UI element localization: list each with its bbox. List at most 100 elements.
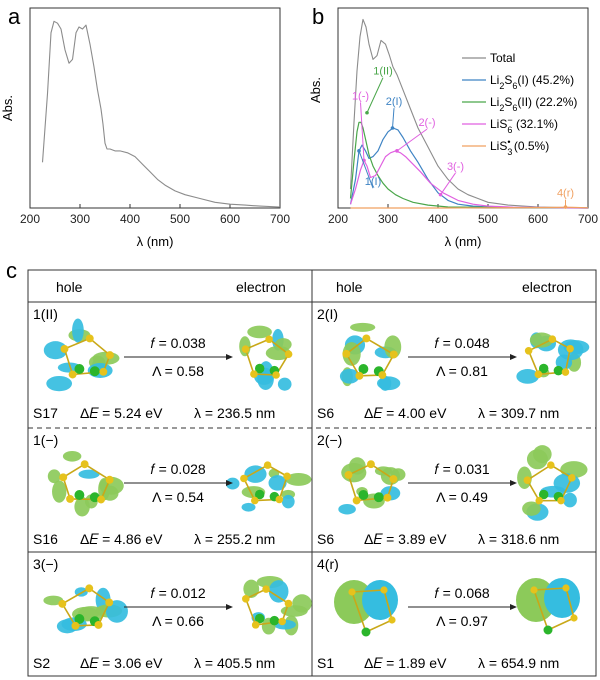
oscillator-strength: 𝑓 = 0.028 xyxy=(150,461,206,477)
legend-label-total: Total xyxy=(490,51,515,65)
chart-b-annotations: 1(II) 1(-) 2(I) 2(-) 1(I) 3(-) 4(r) xyxy=(352,66,574,209)
excitation-energy: Δ𝐸 = 4.86 eV xyxy=(80,531,163,547)
overlap-lambda: Λ = 0.66 xyxy=(152,613,204,629)
excitation-energy: Δ𝐸 = 5.24 eV xyxy=(80,405,163,421)
chart-b-x-ticks: 200 300 400 500 600 700 xyxy=(328,204,598,226)
table-cell: 3(−) 𝑓 = 0.012 Λ = 0.66 S2 Δ𝐸 = 3.06 eV λ = 4… xyxy=(33,556,312,671)
excitation-wavelength: λ = 309.7 nm xyxy=(478,405,559,421)
overlap-lambda: Λ = 0.97 xyxy=(436,613,488,629)
x-tick-label: 500 xyxy=(478,212,498,226)
electron-orbital xyxy=(516,578,580,635)
excited-state: S1 xyxy=(317,655,334,671)
hole-orbital xyxy=(43,584,128,634)
excited-state: S2 xyxy=(33,655,50,671)
hole-orbital xyxy=(47,450,124,517)
oscillator-strength: 𝑓 = 0.031 xyxy=(434,461,490,477)
svg-text:2(-): 2(-) xyxy=(418,117,435,129)
arrow-head-icon xyxy=(510,354,517,360)
excitation-energy: Δ𝐸 = 3.89 eV xyxy=(364,531,447,547)
chart-b-xlabel: λ (nm) xyxy=(445,234,482,249)
transition-id: 2(I) xyxy=(317,306,338,322)
arrow-head-icon xyxy=(226,480,233,486)
excited-state: S16 xyxy=(33,531,58,547)
electron-orbital xyxy=(225,461,312,512)
electron-orbital xyxy=(517,445,588,521)
electron-orbital xyxy=(516,332,590,384)
legend-label-li2s6-i: Li2S6(I) (45.2%) xyxy=(490,73,574,91)
chart-a-xlabel: λ (nm) xyxy=(137,234,174,249)
header-hole-right: hole xyxy=(336,279,363,295)
table-cell: 1(II) 𝑓 = 0.038 Λ = 0.58 S17 Δ𝐸 = 5.24 eV λ =… xyxy=(33,306,293,421)
excitation-wavelength: λ = 318.6 nm xyxy=(478,531,559,547)
excitation-wavelength: λ = 654.9 nm xyxy=(478,655,559,671)
svg-text:3(-): 3(-) xyxy=(447,161,464,173)
header-hole-left: hole xyxy=(56,279,83,295)
chart-a-lines xyxy=(41,20,281,208)
panel-label-b: b xyxy=(312,4,324,29)
excited-state: S6 xyxy=(317,405,334,421)
oscillator-strength: 𝑓 = 0.038 xyxy=(150,335,206,351)
annotation-1I: 1(I) xyxy=(357,149,382,189)
legend-item-lis3-radical: LiS3• (0.5%) xyxy=(462,137,549,157)
excitation-wavelength: λ = 405.5 nm xyxy=(194,655,275,671)
hole-orbital xyxy=(339,322,402,391)
svg-text:2(I): 2(I) xyxy=(386,96,403,108)
excitation-energy: Δ𝐸 = 4.00 eV xyxy=(364,405,447,421)
transition-id: 1(II) xyxy=(33,306,58,322)
excitation-wavelength: λ = 236.5 nm xyxy=(194,405,275,421)
excitation-energy: Δ𝐸 = 3.06 eV xyxy=(80,655,163,671)
x-tick-label: 200 xyxy=(20,212,40,226)
overlap-lambda: Λ = 0.54 xyxy=(152,489,204,505)
annotation-4r: 4(r) xyxy=(557,188,574,209)
oscillator-strength: 𝑓 = 0.012 xyxy=(150,585,206,601)
header-electron-right: electron xyxy=(522,279,572,295)
annotation-2: 2(-) xyxy=(395,117,436,153)
arrow-head-icon xyxy=(226,354,233,360)
hole-orbital xyxy=(43,318,120,392)
legend-label-lis3-radical: LiS3• (0.5%) xyxy=(490,137,549,157)
electron-orbital xyxy=(239,325,293,391)
legend-label-lis6-minus: LiS6− (32.1%) xyxy=(490,115,558,135)
series-line-absorbance xyxy=(41,20,281,208)
excitation-energy: Δ𝐸 = 1.89 eV xyxy=(364,655,447,671)
table-cell: 2(I) 𝑓 = 0.048 Λ = 0.81 S6 Δ𝐸 = 4.00 eV λ = 3… xyxy=(317,306,590,421)
legend-label-li2s6-ii: Li2S6(II) (22.2%) xyxy=(490,95,577,113)
chart-b: 200 300 400 500 600 700 1(II) 1(-) 2(I) 2(-) 1(I)… xyxy=(308,7,598,249)
x-tick-label: 300 xyxy=(378,212,398,226)
electron-orbital xyxy=(242,576,312,636)
hole-orbital xyxy=(334,580,398,637)
chart-a-frame xyxy=(29,7,281,209)
chart-a-ylabel: Abs. xyxy=(0,95,15,121)
x-tick-label: 700 xyxy=(578,212,598,226)
hole-orbital xyxy=(338,457,406,515)
excitation-wavelength: λ = 255.2 nm xyxy=(194,531,275,547)
legend-item-li2s6-i: Li2S6(I) (45.2%) xyxy=(462,73,574,91)
svg-text:4(r): 4(r) xyxy=(557,188,574,200)
svg-text:1(II): 1(II) xyxy=(373,66,393,78)
chart-a-x-ticks: 200 300 400 500 600 700 xyxy=(20,204,290,226)
series-line-lis3-0-5- xyxy=(350,206,589,209)
legend-item-li2s6-ii: Li2S6(II) (22.2%) xyxy=(462,95,577,113)
oscillator-strength: 𝑓 = 0.068 xyxy=(434,585,490,601)
x-tick-label: 200 xyxy=(328,212,348,226)
annotation-2I: 2(I) xyxy=(386,96,403,130)
legend-item-total: Total xyxy=(462,51,515,65)
overlap-lambda: Λ = 0.81 xyxy=(436,363,488,379)
table-cell: 4(r) 𝑓 = 0.068 Λ = 0.97 S1 Δ𝐸 = 1.89 eV λ = 6… xyxy=(317,556,580,671)
x-tick-label: 400 xyxy=(120,212,140,226)
excitation-table: hole electron hole electron 1(II) 𝑓 = 0.0… xyxy=(27,269,597,677)
table-cell: 1(−) 𝑓 = 0.028 Λ = 0.54 S16 Δ𝐸 = 4.86 eV λ = … xyxy=(33,432,312,547)
svg-text:1(I): 1(I) xyxy=(365,176,382,188)
oscillator-strength: 𝑓 = 0.048 xyxy=(434,335,490,351)
series-line-li2s6-i-45-2- xyxy=(349,127,589,209)
series-line-lis6-32-1- xyxy=(349,150,589,209)
arrow-head-icon xyxy=(510,480,517,486)
transition-id: 4(r) xyxy=(317,556,339,572)
transition-id: 2(−) xyxy=(317,432,342,448)
series-line-total xyxy=(349,18,589,209)
x-tick-label: 400 xyxy=(428,212,448,226)
table-cell: 2(−) 𝑓 = 0.031 Λ = 0.49 S6 Δ𝐸 = 3.89 eV λ = 3… xyxy=(317,432,588,547)
annotation-1: 1(-) xyxy=(352,90,369,163)
series-line-li2s6-ii-22-2- xyxy=(349,121,589,209)
